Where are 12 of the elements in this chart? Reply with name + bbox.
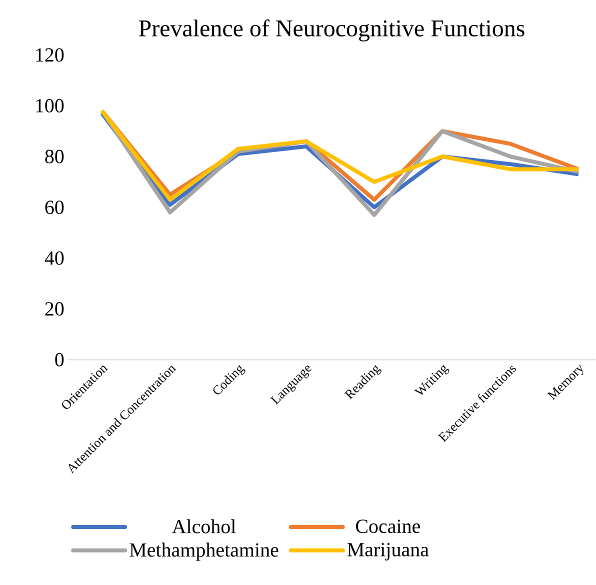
y-tick-label: 80 bbox=[45, 150, 64, 164]
y-tick-label: 40 bbox=[44, 252, 64, 266]
legend-label: Methamphetamine bbox=[130, 542, 278, 562]
y-tick-label: 100 bbox=[36, 99, 64, 113]
chart-title: Prevalence of Neurocognitive Functions bbox=[138, 20, 524, 42]
y-tick-label: 120 bbox=[36, 48, 64, 62]
legend-label: Marijuana bbox=[347, 543, 429, 561]
y-tick-label: 20 bbox=[45, 302, 64, 316]
legend-label: Cocaine bbox=[356, 520, 420, 534]
y-tick-label: 60 bbox=[45, 200, 64, 214]
y-tick-label: 0 bbox=[55, 353, 64, 367]
legend-label: Alcohol bbox=[172, 520, 236, 534]
